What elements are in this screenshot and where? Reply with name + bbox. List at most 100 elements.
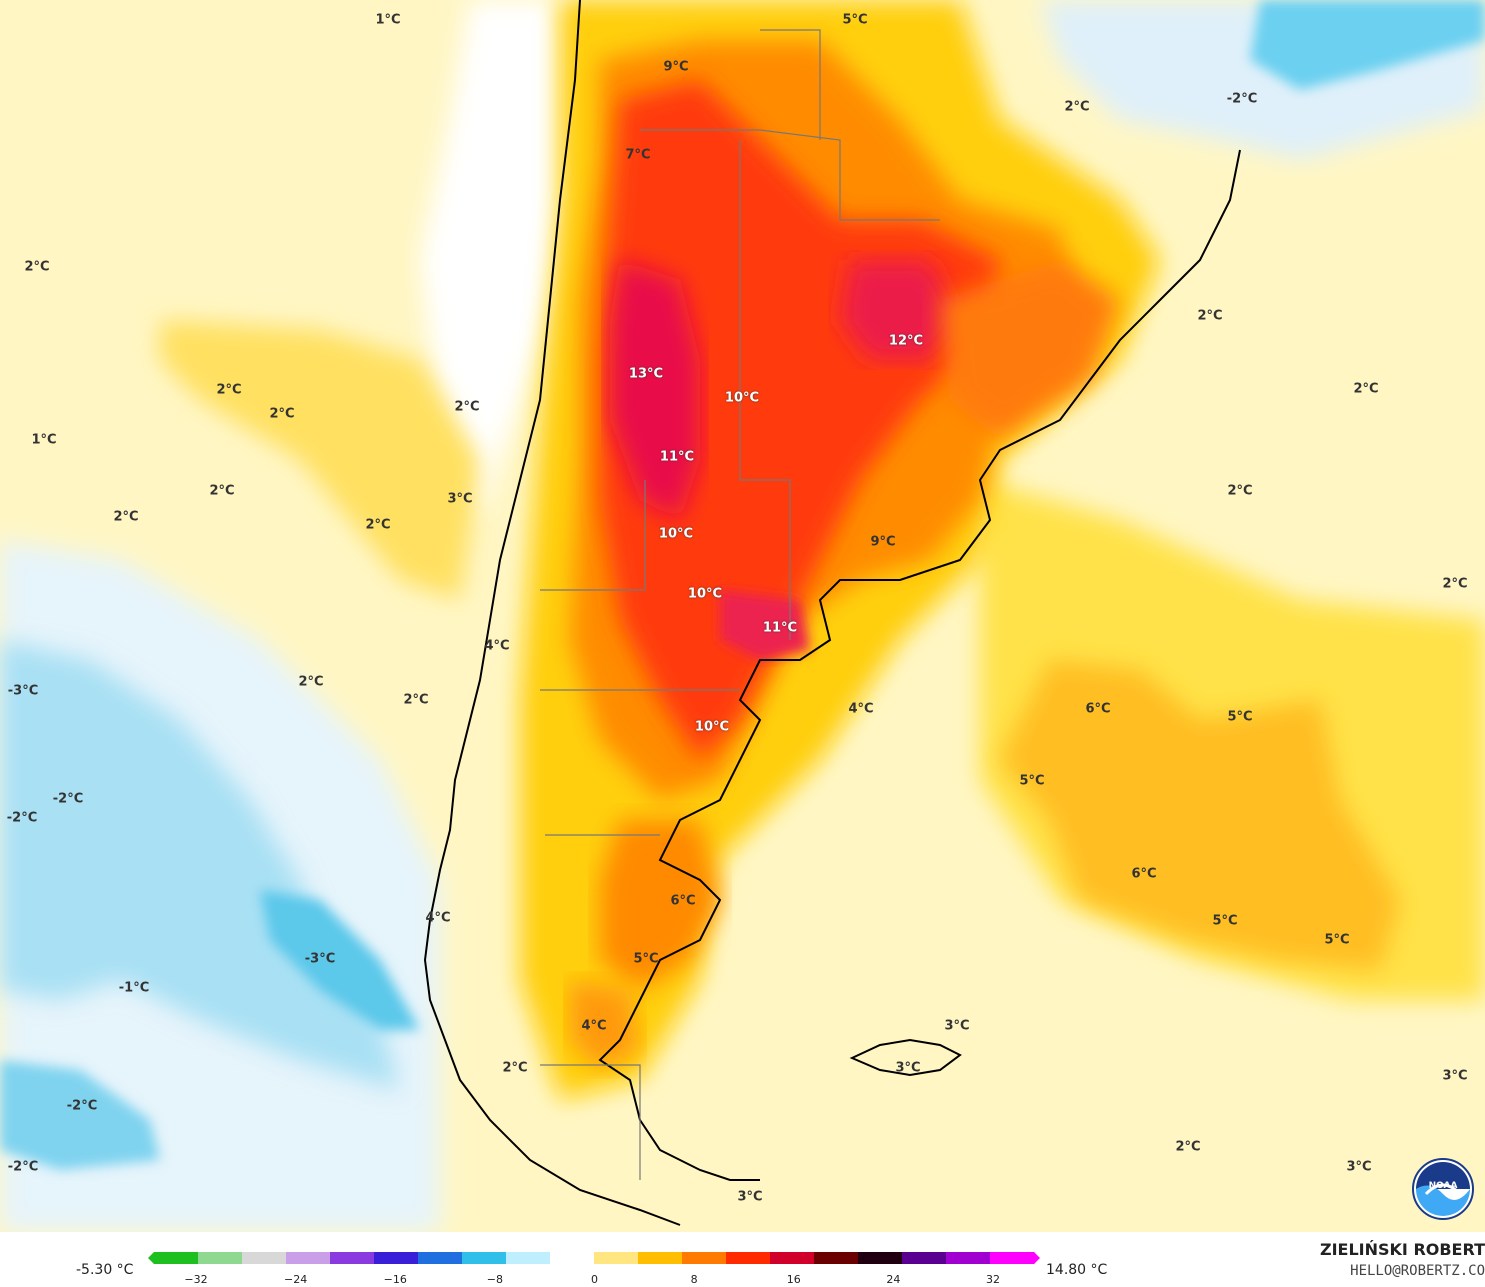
cold-region-west-mid — [0, 640, 400, 1090]
colorbar-segment — [154, 1252, 199, 1264]
colorbar-tick-label: 32 — [986, 1273, 1000, 1286]
colorbar-segment — [814, 1252, 859, 1264]
colorbar-tick-label: −8 — [486, 1273, 503, 1286]
temperature-label: 6°C — [1085, 701, 1111, 717]
colorbar-tick-label: −32 — [184, 1273, 208, 1286]
colorbar-segment — [506, 1252, 551, 1264]
colorbar-tick-label: 24 — [886, 1273, 901, 1286]
warm-atlantic-core — [1000, 660, 1400, 970]
temperature-label: -2°C — [7, 1159, 39, 1175]
temperature-label: 3°C — [737, 1189, 763, 1205]
colorbar-min-arrow — [148, 1252, 154, 1264]
temperature-label: 10°C — [687, 586, 723, 602]
heat-core-crimson-2 — [840, 260, 960, 360]
colorbar-segment — [374, 1252, 419, 1264]
temperature-label: 2°C — [365, 517, 391, 533]
temperature-label: 2°C — [1442, 576, 1468, 592]
temperature-label: 5°C — [1212, 913, 1238, 929]
temperature-label: 6°C — [670, 893, 696, 909]
temperature-label: 2°C — [1227, 483, 1253, 499]
temperature-label: 1°C — [31, 432, 57, 448]
colorbar-segment — [418, 1252, 463, 1264]
colorbar-segment — [550, 1252, 595, 1264]
temperature-label: 5°C — [1019, 773, 1045, 789]
temperature-label: 3°C — [944, 1018, 970, 1034]
colorbar-segment — [330, 1252, 375, 1264]
colorbar-segment — [286, 1252, 331, 1264]
temperature-label: 2°C — [24, 259, 50, 275]
temperature-label: 5°C — [1324, 932, 1350, 948]
colorbar-tick-label: −24 — [284, 1273, 308, 1286]
temperature-label: 11°C — [659, 449, 695, 465]
temperature-label: 4°C — [425, 910, 451, 926]
heat-uruguay — [940, 260, 1120, 440]
noaa-logo-icon: NOAA — [1412, 1158, 1474, 1220]
temperature-label: 3°C — [1346, 1159, 1372, 1175]
coastline-west — [423, 0, 681, 1226]
temperature-label: -1°C — [118, 980, 150, 996]
temperature-label: 2°C — [113, 509, 139, 525]
temperature-label: 6°C — [1131, 866, 1157, 882]
temperature-label: 7°C — [625, 147, 651, 163]
temperature-label: 2°C — [1197, 308, 1223, 324]
colorbar-segment — [770, 1252, 815, 1264]
heat-south — [570, 980, 640, 1070]
colorbar-segment — [990, 1252, 1035, 1264]
heat-core-crimson-3 — [720, 590, 810, 660]
temperature-label: 5°C — [633, 951, 659, 967]
colorbar-segment — [242, 1252, 287, 1264]
colorbar-max-arrow — [1034, 1252, 1040, 1264]
temperature-label: 5°C — [1227, 709, 1253, 725]
temperature-label: 4°C — [848, 701, 874, 717]
neutral-strip-west — [420, 0, 560, 520]
warm-band-pacific — [160, 320, 480, 600]
temperature-label: 3°C — [895, 1060, 921, 1076]
colorbar-segment — [946, 1252, 991, 1264]
temperature-label: -2°C — [52, 791, 84, 807]
temperature-label: 2°C — [298, 674, 324, 690]
temperature-label: 12°C — [888, 333, 924, 349]
temperature-label: 2°C — [209, 483, 235, 499]
temperature-label: 9°C — [663, 59, 689, 75]
temperature-label: 2°C — [269, 406, 295, 422]
temperature-label: 2°C — [454, 399, 480, 415]
falkland-islands — [849, 1038, 962, 1077]
colorbar-tick-label: 8 — [690, 1273, 698, 1286]
colorbar-segment — [726, 1252, 771, 1264]
temperature-label: 2°C — [216, 382, 242, 398]
temperature-label: 2°C — [403, 692, 429, 708]
temperature-label: 5°C — [842, 12, 868, 28]
temperature-label: 13°C — [628, 366, 664, 382]
temperature-label: 9°C — [870, 534, 896, 550]
temperature-label: -3°C — [304, 951, 336, 967]
colorbar-segment — [858, 1252, 903, 1264]
author-email: HELLO@ROBERTZ.CO — [1350, 1263, 1485, 1279]
legend-max-value: 14.80 °C — [1046, 1262, 1108, 1278]
temperature-label: 10°C — [658, 526, 694, 542]
heat-core-crimson — [610, 260, 700, 520]
cold-patch-southwest — [0, 1060, 160, 1170]
temperature-label: 3°C — [1442, 1068, 1468, 1084]
colorbar-tick-label: 16 — [786, 1273, 801, 1286]
province-borders — [540, 29, 940, 1180]
colorbar-segment — [198, 1252, 243, 1264]
coastline-east — [598, 149, 1241, 1181]
cold-patch-northeast — [1250, 0, 1485, 90]
temperature-anomaly-map — [0, 0, 1485, 1232]
temperature-label: 3°C — [447, 491, 473, 507]
temperature-label: 2°C — [1064, 99, 1090, 115]
author-credit: ZIELIŃSKI ROBERT — [1319, 1240, 1485, 1259]
temperature-label: 2°C — [1353, 381, 1379, 397]
colorbar-segment — [594, 1252, 639, 1264]
colorbar-tick-label: 0 — [591, 1273, 598, 1286]
colorbar-segment — [638, 1252, 683, 1264]
temperature-label: -3°C — [7, 683, 39, 699]
temperature-label: 2°C — [502, 1060, 528, 1076]
temperature-label: 10°C — [724, 390, 760, 406]
temperature-label: -2°C — [1226, 91, 1258, 107]
colorbar-segment — [902, 1252, 947, 1264]
temperature-label: 1°C — [375, 12, 401, 28]
temperature-label: 4°C — [581, 1018, 607, 1034]
heat-core-red — [600, 80, 1000, 760]
cold-band-southwest — [260, 890, 420, 1030]
